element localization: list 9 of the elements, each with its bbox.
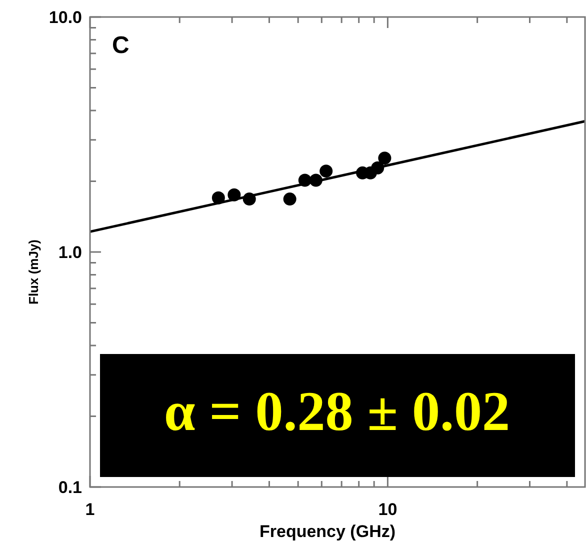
x-axis-title: Frequency (GHz)	[259, 522, 396, 541]
y-axis-title: Flux (mJy)	[26, 239, 41, 305]
x-tick-label: 1	[85, 500, 95, 519]
y-tick-label: 1.0	[58, 242, 82, 262]
y-tick-label: 10.0	[48, 8, 82, 27]
annotation: C	[112, 32, 130, 59]
x-tick-label: 10	[378, 500, 398, 519]
y-tick-label: 0.1	[58, 478, 82, 497]
annotation: α = 0.28 ± 0.02	[164, 381, 510, 443]
